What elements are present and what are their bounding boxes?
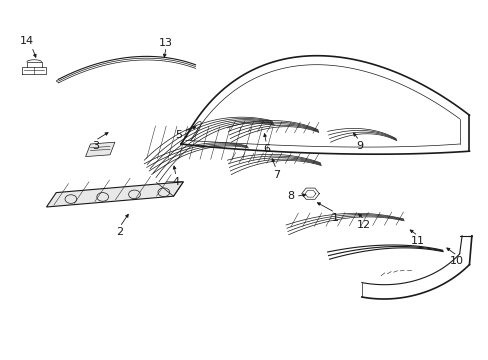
- Text: 10: 10: [449, 256, 463, 266]
- Text: 6: 6: [263, 144, 269, 154]
- Text: 11: 11: [410, 236, 424, 246]
- Text: 12: 12: [357, 220, 370, 230]
- Text: 4: 4: [172, 177, 179, 187]
- Text: 2: 2: [116, 227, 123, 237]
- Text: 5: 5: [175, 130, 182, 140]
- Polygon shape: [46, 182, 183, 207]
- Text: 7: 7: [272, 170, 279, 180]
- Text: 13: 13: [159, 38, 173, 48]
- Text: 14: 14: [20, 36, 34, 46]
- Text: 1: 1: [331, 213, 338, 223]
- Text: 3: 3: [92, 141, 99, 151]
- Polygon shape: [85, 142, 115, 157]
- Text: 9: 9: [355, 141, 362, 151]
- Text: 8: 8: [287, 191, 294, 201]
